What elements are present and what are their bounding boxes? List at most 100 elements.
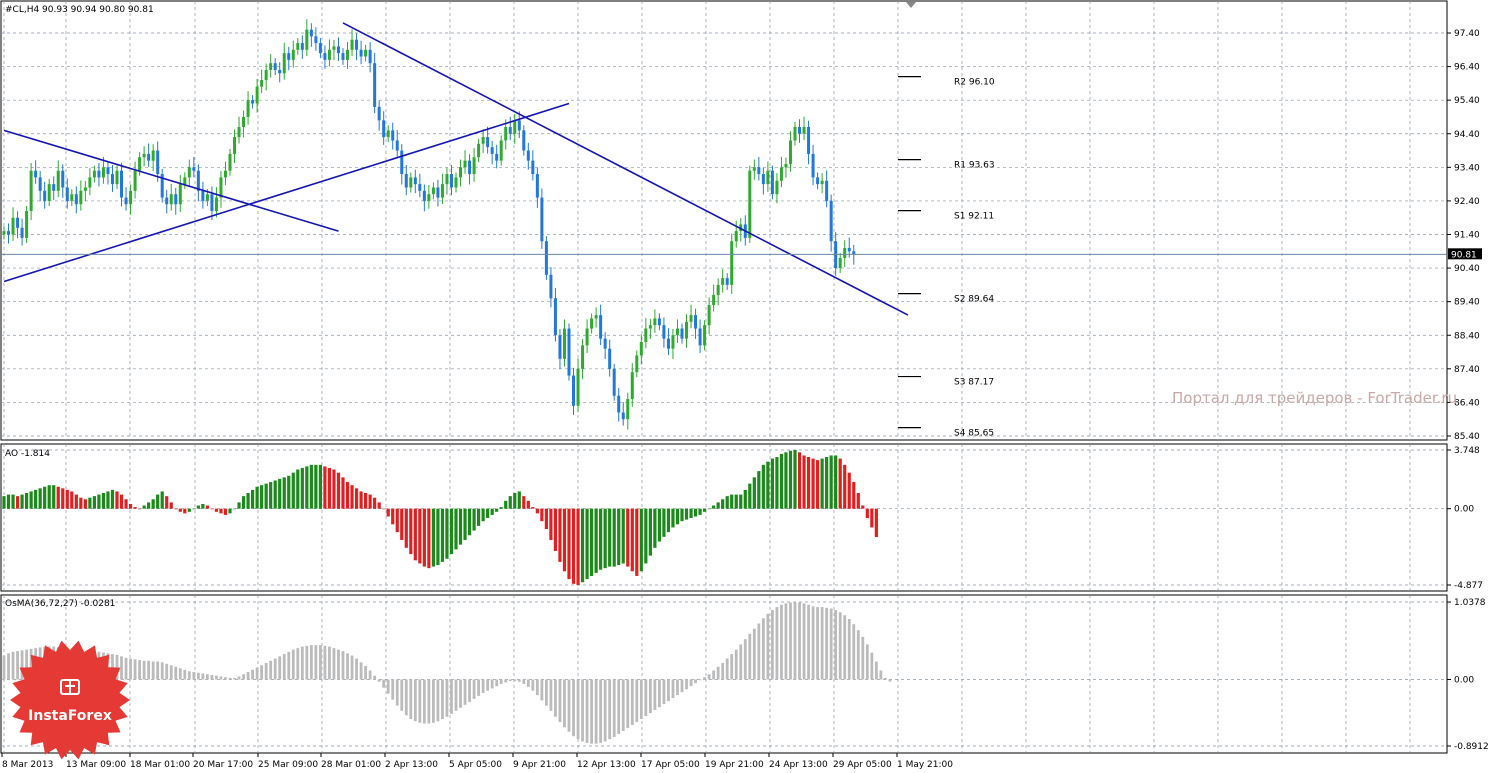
candle-body [748, 170, 752, 238]
time-tick-label: 5 Apr 05:00 [449, 760, 502, 770]
ao-bar [65, 489, 69, 509]
osma-bar [820, 607, 824, 680]
osma-tick-label: 0.00 [1454, 675, 1474, 685]
candle-body [802, 127, 806, 134]
ao-bar [495, 508, 499, 512]
candle-body [811, 153, 815, 178]
ao-bar [269, 482, 273, 509]
ao-histogram [2, 450, 878, 585]
osma-bar [576, 679, 580, 740]
osma-bar [124, 657, 128, 680]
instaforex-logo: InstaForex [10, 640, 130, 760]
candle-body [233, 137, 237, 154]
ao-bar [486, 508, 490, 519]
candle-body [653, 318, 657, 326]
ao-bar [147, 502, 151, 509]
candle-body [223, 170, 227, 178]
trendlines[interactable] [3, 22, 909, 316]
candle-body [508, 127, 512, 134]
ao-bar [241, 496, 246, 509]
candle-body [449, 174, 453, 188]
candle-body [707, 305, 711, 326]
osma-bar [734, 649, 738, 680]
ao-bar [260, 485, 264, 509]
osma-bar [712, 670, 716, 680]
osma-bar [608, 679, 612, 740]
candle-body [246, 100, 250, 117]
ao-bar [106, 491, 110, 509]
candle-body [427, 194, 431, 201]
ao-bar [165, 496, 169, 509]
candle-body [88, 177, 92, 188]
ao-bar [11, 494, 15, 509]
candle-body [61, 170, 65, 188]
osma-bar [884, 677, 887, 680]
ao-bar [34, 489, 38, 509]
candle-body [549, 274, 553, 299]
candle-body [47, 184, 51, 201]
candle-body [115, 170, 119, 185]
osma-bar [535, 679, 539, 696]
osma-bar [391, 679, 395, 700]
ao-bar [477, 508, 481, 526]
ao-bar [354, 488, 359, 509]
ao-bar [779, 453, 784, 509]
osma-bar [156, 661, 160, 680]
candle-body [38, 177, 42, 191]
candle-body [752, 167, 756, 171]
osma-bar [237, 676, 241, 680]
osma-bar [612, 679, 616, 737]
logo-mark-icon [60, 679, 80, 695]
candle-body [350, 39, 354, 50]
osma-bar [879, 670, 883, 680]
ao-bar [571, 508, 576, 584]
ao-bar [549, 508, 553, 540]
ao-bar [264, 483, 268, 509]
osma-bar [441, 679, 444, 720]
osma-bar [319, 645, 322, 680]
ao-bar [20, 494, 24, 509]
ao-bar [544, 508, 548, 530]
osma-bar [639, 679, 643, 720]
time-tick-label: 9 Apr 21:00 [513, 760, 566, 770]
candle-body [603, 338, 607, 349]
ao-bar [214, 508, 219, 512]
osma-bar [174, 666, 178, 680]
ao-bar [187, 508, 191, 512]
ao-bar [793, 450, 797, 509]
ao-bar [870, 508, 874, 528]
osma-bar [413, 679, 417, 722]
osma-bar [314, 645, 318, 680]
osma-bar [703, 677, 706, 680]
time-tick-label: 25 Mar 09:00 [258, 760, 318, 770]
ao-bar [350, 485, 354, 509]
osma-bar [309, 645, 313, 680]
osma-bar [477, 679, 480, 696]
logo-badge [10, 640, 130, 760]
candle-body [847, 247, 851, 252]
osma-bar [151, 661, 155, 680]
price-tick-label: 93.40 [1454, 163, 1480, 173]
candle-body [567, 328, 571, 376]
ao-bar [56, 486, 60, 509]
osma-bar [775, 607, 779, 680]
candle-body [761, 174, 765, 185]
chart-shift-marker[interactable] [906, 2, 916, 8]
ao-bar [332, 469, 336, 509]
candle-body [694, 315, 698, 329]
osma-bar [739, 644, 743, 680]
osma-bar [264, 663, 268, 680]
osma-bar [798, 602, 801, 680]
time-tick-label: 20 Mar 17:00 [193, 760, 253, 770]
candle-body [635, 355, 639, 373]
ao-bar [273, 480, 277, 509]
ao-bar [291, 472, 295, 509]
ao-bar [630, 508, 634, 572]
ao-bar [712, 505, 716, 509]
candle-body [219, 177, 223, 198]
candle-body [798, 127, 802, 134]
time-tick-label: 28 Mar 01:00 [321, 760, 381, 770]
osma-bar [856, 630, 860, 680]
ao-bar [210, 508, 214, 510]
